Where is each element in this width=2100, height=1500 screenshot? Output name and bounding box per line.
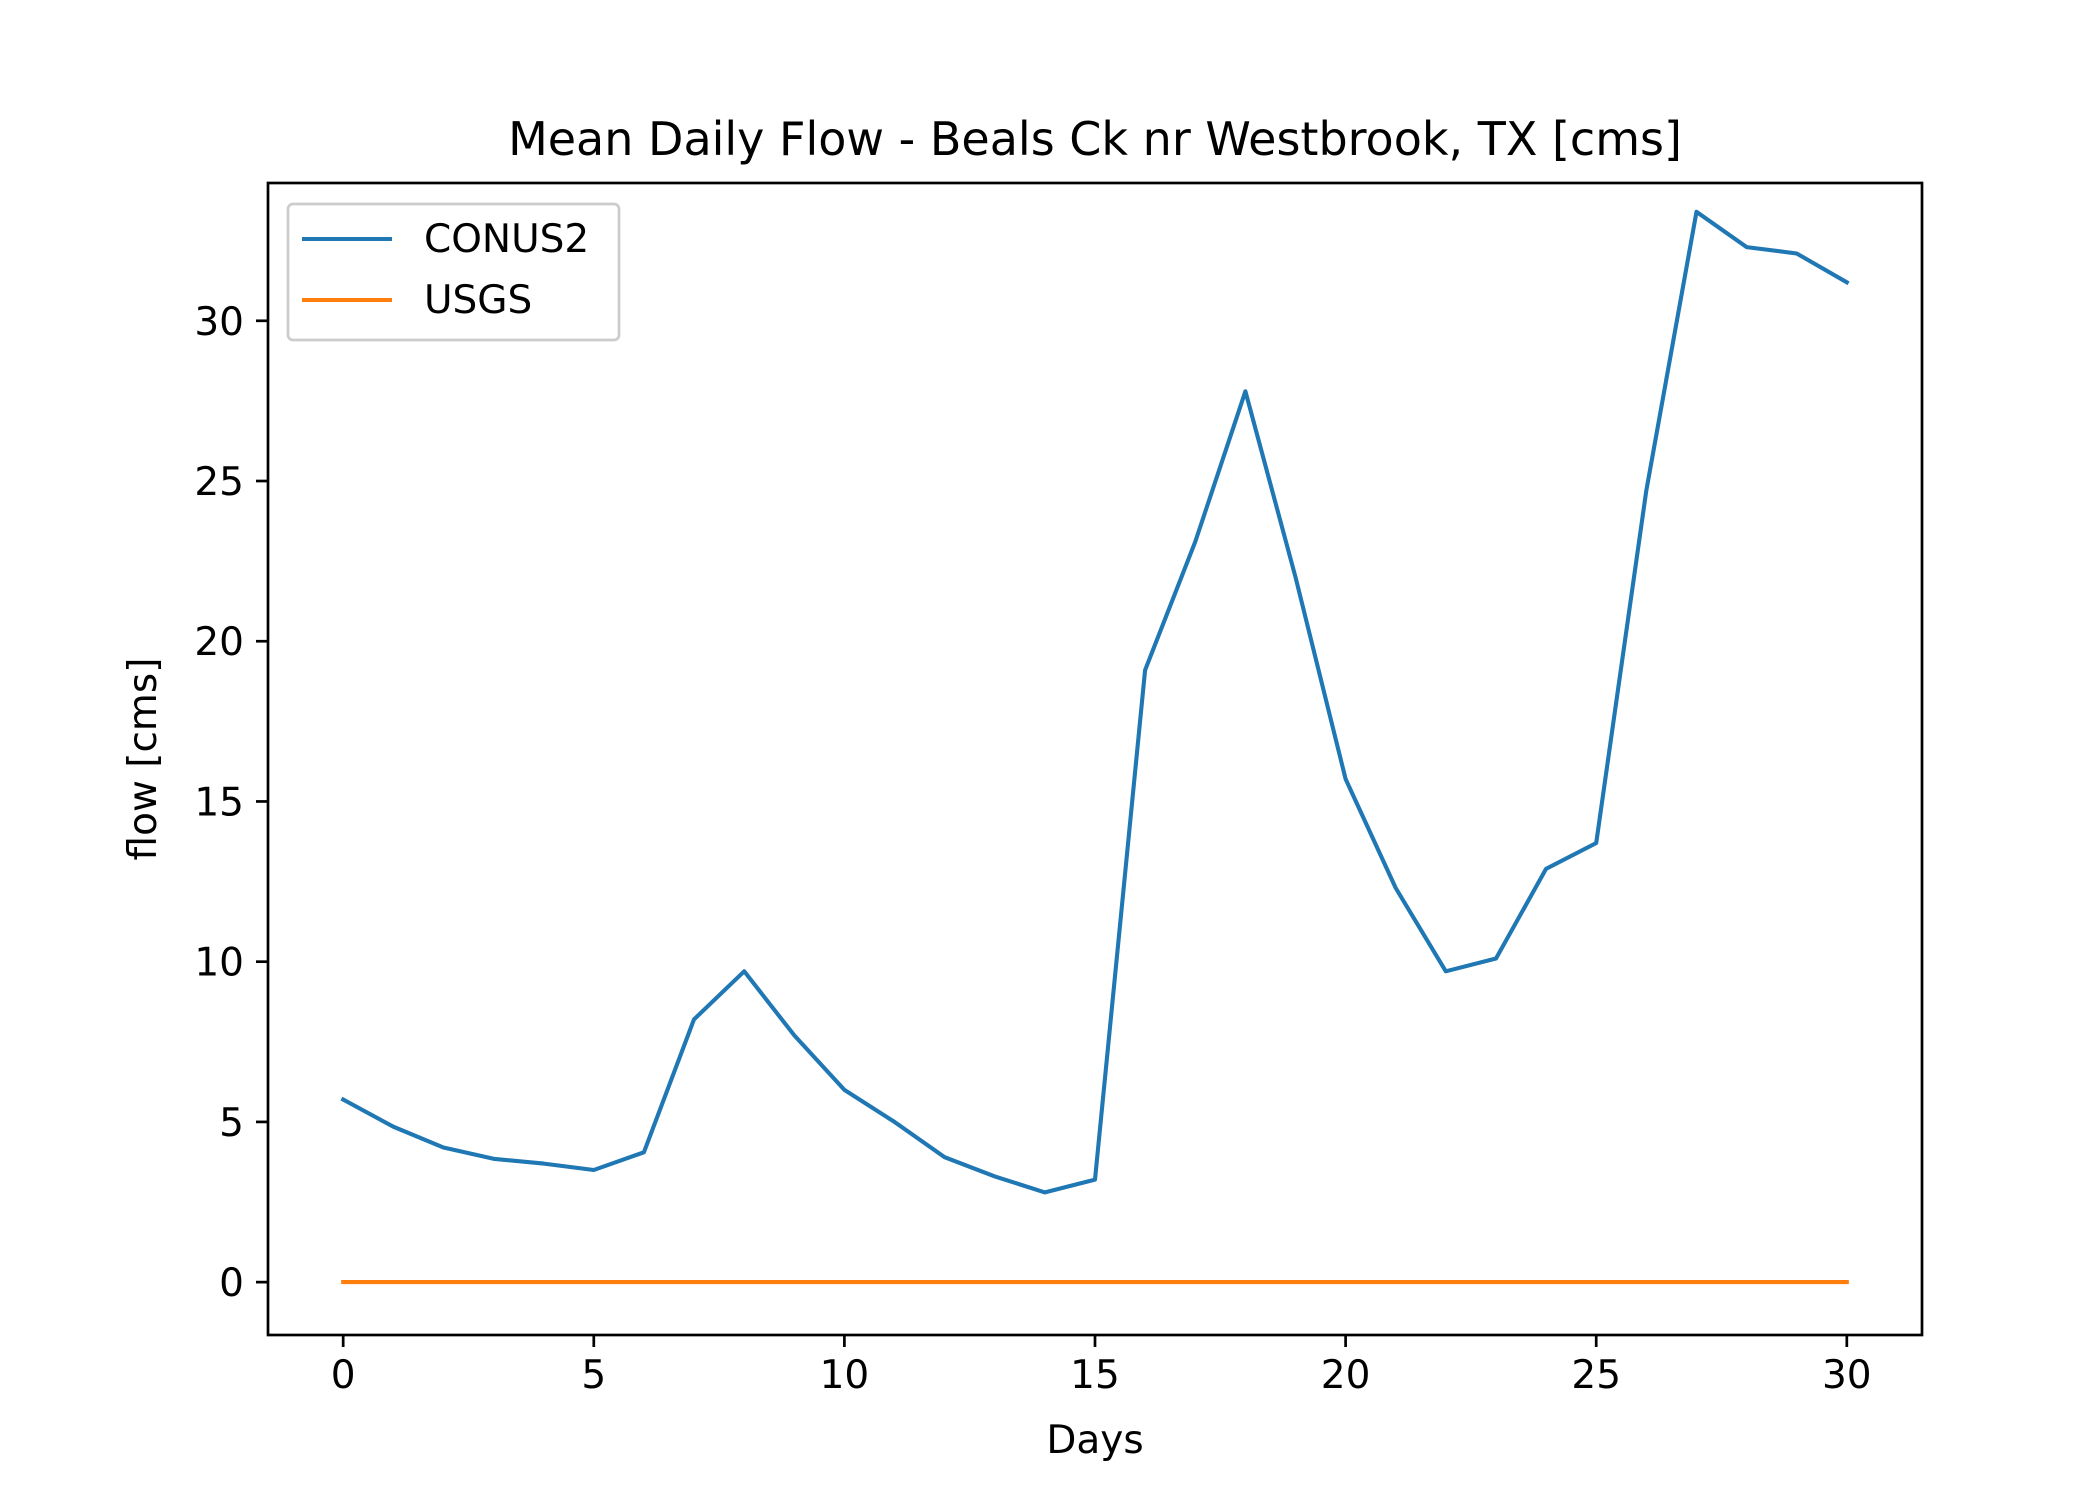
y-axis-label: flow [cms] xyxy=(121,658,166,861)
y-tick-label-5: 5 xyxy=(219,1101,244,1146)
legend-label-usgs: USGS xyxy=(424,278,532,323)
plot-frame xyxy=(266,181,1924,1337)
y-tick-label-15: 15 xyxy=(194,780,244,825)
x-tick-label-15: 15 xyxy=(1070,1353,1120,1398)
series-layer xyxy=(340,209,1850,1285)
y-tick-label-20: 20 xyxy=(194,620,244,665)
series-line-conus2 xyxy=(340,209,1850,1195)
y-tick-label-0: 0 xyxy=(219,1261,244,1306)
x-axis-label: Days xyxy=(1046,1418,1143,1463)
legend: CONUS2 USGS xyxy=(286,202,621,342)
x-tick-label-5: 5 xyxy=(581,1353,606,1398)
x-tick-label-20: 20 xyxy=(1321,1353,1371,1398)
y-tick-label-10: 10 xyxy=(194,941,244,986)
x-tick-label-30: 30 xyxy=(1822,1353,1872,1398)
legend-label-conus2: CONUS2 xyxy=(424,217,589,262)
x-tick-label-10: 10 xyxy=(820,1353,870,1398)
y-tick-label-30: 30 xyxy=(194,300,244,345)
chart-title: Mean Daily Flow - Beals Ck nr Westbrook,… xyxy=(508,112,1682,166)
x-tick-label-0: 0 xyxy=(331,1353,356,1398)
x-tick-label-25: 25 xyxy=(1571,1353,1621,1398)
axes-layer: 0 5 10 15 20 25 30 0 5 10 15 20 25 30 xyxy=(194,300,1871,1398)
y-tick-label-25: 25 xyxy=(194,460,244,505)
